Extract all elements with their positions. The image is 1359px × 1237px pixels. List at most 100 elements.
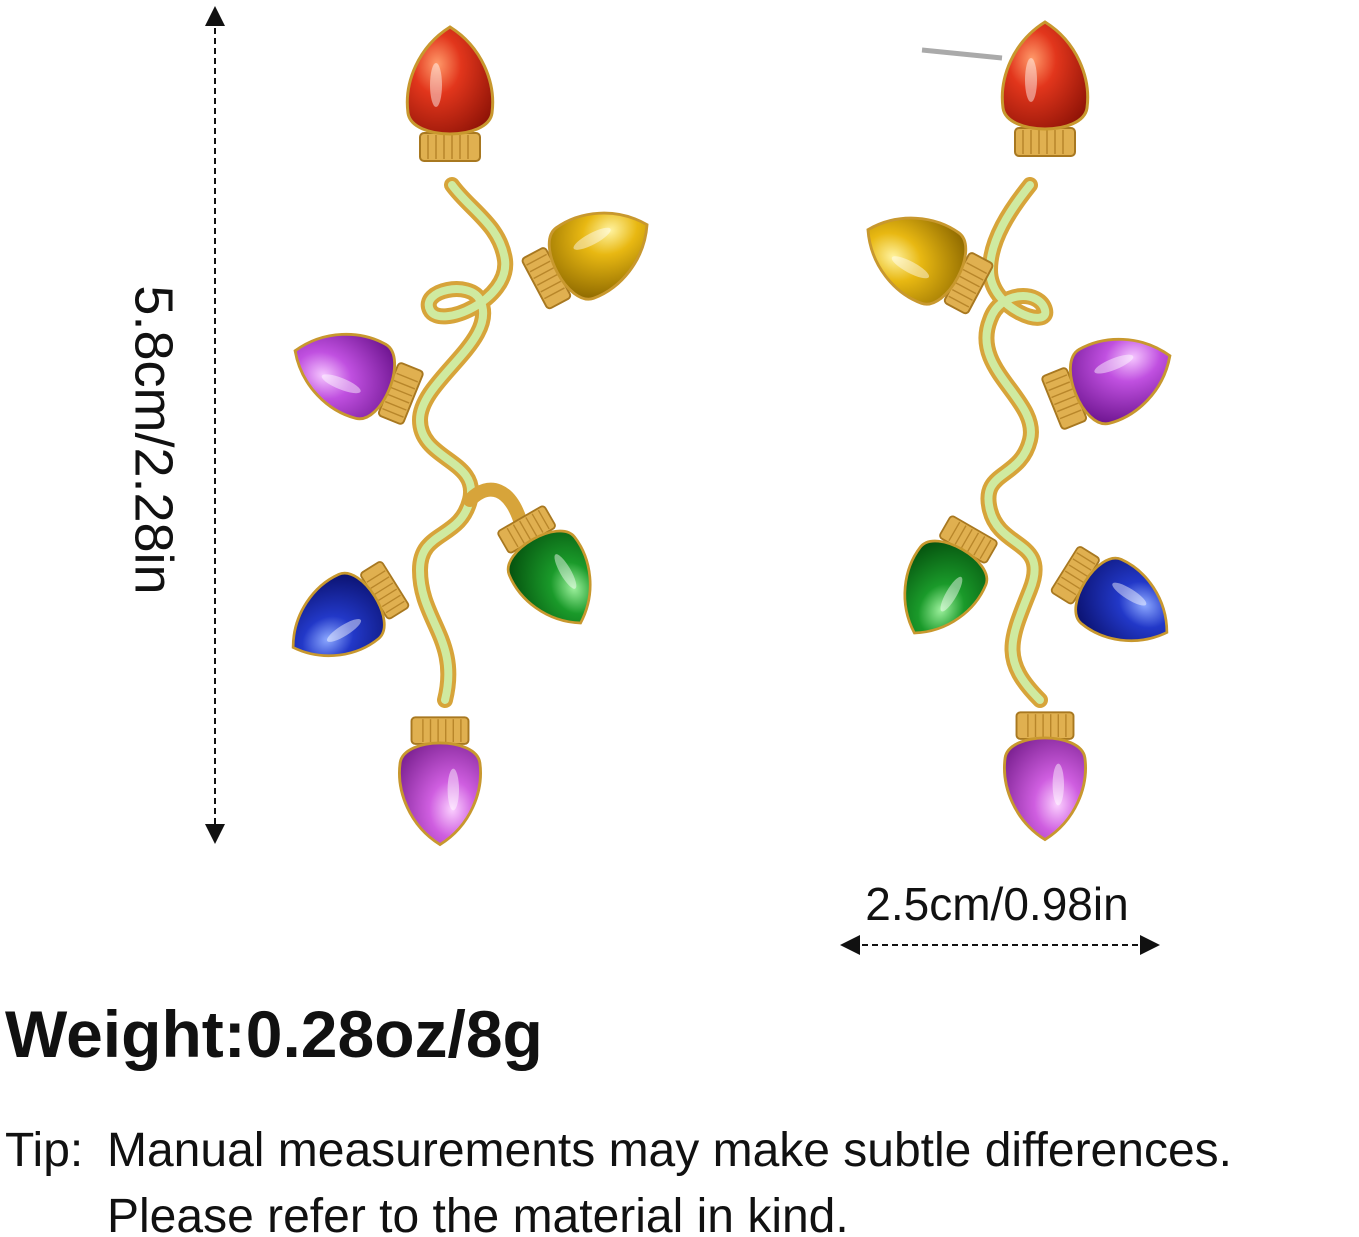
socket-ridge [390, 386, 413, 397]
socket-ridge [374, 582, 394, 595]
socket-ridge [540, 280, 562, 293]
bulb [398, 716, 482, 847]
socket-ridge [387, 393, 410, 404]
socket-ridge [955, 282, 977, 295]
bulb-highlight [1025, 58, 1037, 102]
bulb-highlight [573, 227, 611, 250]
vine-right [978, 177, 1054, 708]
bulb-highlight [321, 374, 361, 394]
socket-ridge [533, 267, 555, 280]
bulb-glass [1068, 337, 1172, 425]
tip-label: Tip: [5, 1124, 83, 1177]
bulb-highlight [940, 576, 963, 612]
socket-ridge [1057, 582, 1077, 596]
socket-ridge [1054, 395, 1076, 406]
socket-ridge [526, 253, 547, 266]
socket-ridge [370, 576, 390, 589]
socket-ridge [366, 570, 386, 583]
bulb-highlight [891, 256, 930, 279]
bulb-glass [1074, 556, 1169, 643]
tip-line: Manual measurements may make subtle diff… [107, 1124, 1232, 1177]
bulb [497, 505, 592, 625]
bulb-highlight [1112, 582, 1147, 606]
socket-ridge [954, 525, 967, 545]
socket-ridge [1076, 552, 1096, 565]
socket-ridge [381, 594, 401, 608]
bulb-glass [866, 216, 968, 306]
tip-line: Please refer to the material in kind. [107, 1190, 849, 1237]
socket-ridge [967, 532, 980, 552]
socket-ridge [1059, 409, 1082, 420]
width-label: 2.5cm/0.98in [865, 878, 1128, 930]
height-label: 5.8cm/2.28in [124, 285, 184, 594]
socket-ridge [1045, 374, 1068, 385]
bulb [1000, 20, 1090, 157]
bulb-glass [293, 332, 397, 420]
bulb [866, 216, 994, 315]
socket-ridge [531, 513, 544, 533]
bulb-highlight [554, 554, 577, 589]
socket-ridge [951, 288, 973, 301]
socket-ridge [948, 521, 961, 542]
bulb-highlight [447, 768, 459, 811]
socket-ridge [396, 372, 419, 383]
socket-ridge [537, 509, 550, 530]
bulb [1003, 711, 1087, 842]
bulb [521, 211, 649, 310]
socket-ridge [960, 528, 973, 549]
bulb-highlight [430, 63, 442, 107]
socket-ridge [1056, 402, 1079, 413]
bulb [291, 561, 410, 658]
socket-ridge [979, 539, 992, 560]
socket-ridge [393, 379, 416, 390]
bulb-glass [398, 741, 482, 847]
socket-ridge [384, 400, 407, 411]
bulb [1041, 337, 1172, 430]
bulb [293, 332, 424, 425]
bulb-socket [419, 132, 481, 162]
bulb-socket [1014, 127, 1076, 157]
socket-ridge [959, 275, 980, 288]
bulb-glass [547, 211, 649, 301]
vine-left [411, 177, 527, 708]
bulb-socket [1015, 711, 1075, 740]
bulb [405, 25, 495, 162]
bulb-glass [1000, 20, 1090, 131]
bulb-glass [903, 539, 989, 635]
socket-ridge [962, 268, 984, 281]
bulb-glass [506, 529, 592, 625]
socket-ridge [966, 262, 988, 275]
bulb-glass [1003, 736, 1087, 842]
socket-ridge [948, 295, 970, 308]
socket-ridge [385, 600, 405, 614]
bulb-highlight [1052, 763, 1064, 806]
socket-ridge [1061, 576, 1081, 590]
bulb-highlight [327, 619, 362, 642]
socket-ridge [536, 273, 558, 286]
bulb-glass [291, 571, 386, 658]
bulb [903, 515, 998, 635]
socket-ridge [1048, 381, 1071, 392]
socket-ridge [1072, 558, 1092, 571]
socket-ridge [1068, 564, 1088, 577]
bulbs [291, 20, 1172, 847]
socket-ridge [973, 536, 986, 556]
socket-ridge [529, 260, 551, 273]
weight: Weight:0.28oz/8g [5, 997, 543, 1071]
bulb-socket [410, 716, 470, 745]
socket-ridge [512, 524, 525, 544]
socket-ridge [519, 520, 532, 541]
socket-ridge [378, 588, 398, 602]
socket-ridge [506, 527, 519, 548]
socket-ridge [1051, 388, 1073, 399]
socket-ridge [382, 407, 404, 418]
stud-post [921, 47, 1003, 61]
bulb-glass [405, 25, 495, 136]
socket-ridge [525, 517, 538, 537]
socket-ridge [544, 287, 565, 300]
bulb-highlight [1094, 354, 1134, 374]
socket-ridge [1064, 570, 1084, 584]
bulb [1050, 546, 1169, 643]
